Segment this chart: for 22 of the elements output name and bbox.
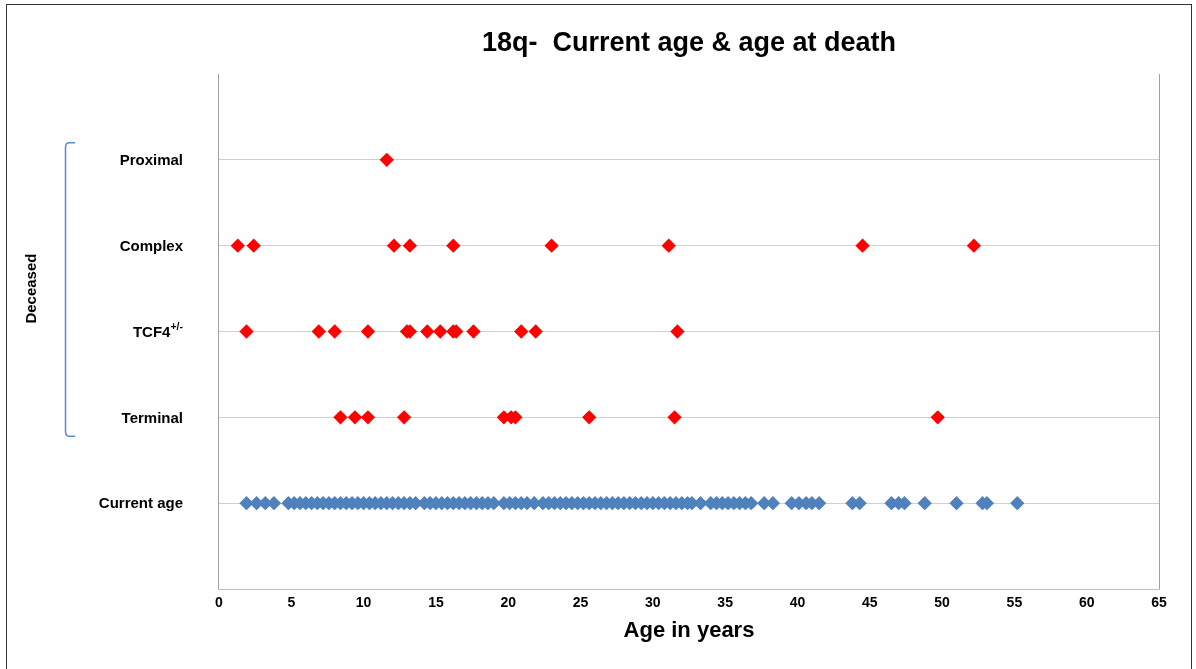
chart-title: 18q- Current age & age at death <box>481 27 897 58</box>
x-tick-label: 25 <box>572 593 589 610</box>
x-axis-title: Age in years <box>623 616 755 642</box>
x-tick-label: 30 <box>645 593 661 610</box>
y-tick-label: TCF4$^{+/-}$ <box>132 320 184 340</box>
x-tick-label: 65 <box>1151 593 1167 610</box>
x-tick-label: 50 <box>934 593 951 610</box>
x-tick-label: 35 <box>717 593 734 610</box>
y-tick-label: Complex <box>119 236 184 254</box>
x-tick-label: 0 <box>215 593 224 610</box>
y-tick-label: Current age <box>98 494 183 512</box>
x-tick-label: 55 <box>1006 593 1023 610</box>
y-tick-label: Terminal <box>121 408 183 426</box>
x-tick-label: 15 <box>428 593 444 610</box>
x-tick-label: 5 <box>287 593 296 610</box>
x-tick-label: 40 <box>789 593 806 610</box>
x-tick-label: 10 <box>355 593 372 610</box>
x-tick-label: 45 <box>861 593 878 610</box>
text: Deceased <box>22 253 40 324</box>
x-tick-label: 60 <box>1078 593 1095 610</box>
y-tick-label: Proximal <box>119 151 183 169</box>
x-tick-label: 20 <box>500 593 517 610</box>
